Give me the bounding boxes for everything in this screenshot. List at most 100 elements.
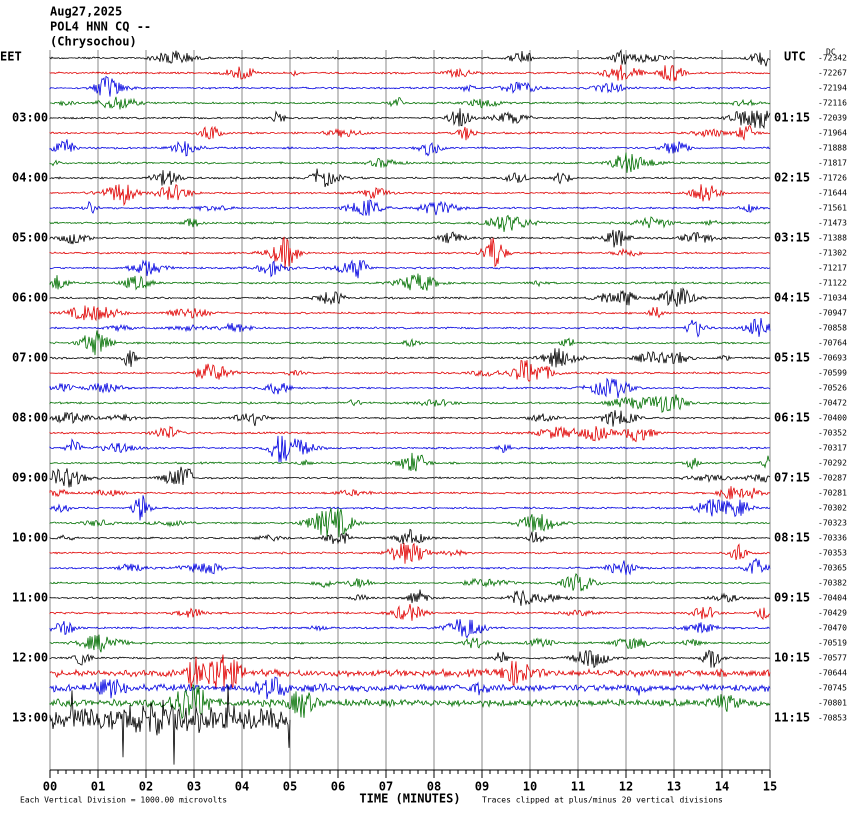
- trace: [49, 425, 771, 443]
- header-date: Aug27,2025: [50, 5, 122, 19]
- trace: [49, 654, 771, 690]
- trace: [49, 557, 771, 576]
- left-time-label: 13:00: [12, 711, 48, 725]
- x-tick-label: 07: [379, 780, 393, 794]
- x-axis-label: TIME (MINUTES): [359, 792, 460, 806]
- x-tick-label: 15: [763, 780, 777, 794]
- left-time-label: 09:00: [12, 471, 48, 485]
- x-tick-label: 09: [475, 780, 489, 794]
- left-time-label: 10:00: [12, 531, 48, 545]
- trace-offset: -70365: [818, 564, 847, 573]
- right-time-label: 06:15: [774, 411, 810, 425]
- trace: [49, 152, 771, 173]
- trace: [49, 542, 771, 564]
- left-time-label: 07:00: [12, 351, 48, 365]
- footer-left: Each Vertical Division = 1000.00 microvo…: [20, 796, 227, 805]
- trace-offset: -71217: [818, 264, 847, 273]
- left-time-label: 06:00: [12, 291, 48, 305]
- trace: [49, 48, 771, 67]
- trace-offset: -70693: [818, 354, 847, 363]
- trace-offset: -71388: [818, 234, 847, 243]
- trace-offset: -72116: [818, 99, 847, 108]
- x-tick-label: 05: [283, 780, 297, 794]
- trace: [49, 229, 771, 248]
- x-tick-label: 11: [571, 780, 585, 794]
- trace: [49, 305, 771, 322]
- trace-offset: -71561: [818, 204, 847, 213]
- trace: [49, 139, 771, 157]
- trace: [49, 589, 771, 606]
- trace-offset: -70429: [818, 609, 847, 618]
- trace: [49, 410, 771, 427]
- left-time-label: 05:00: [12, 231, 48, 245]
- trace: [50, 96, 771, 110]
- trace: [49, 273, 771, 291]
- trace-offset: -70745: [818, 684, 847, 693]
- trace: [49, 108, 771, 130]
- footer-right: Traces clipped at plus/minus 20 vertical…: [482, 796, 723, 805]
- trace-offset: -71726: [818, 174, 847, 183]
- trace-offset: -70352: [818, 429, 847, 438]
- x-tick-label: 12: [619, 780, 633, 794]
- x-tick-label: 01: [91, 780, 105, 794]
- left-time-label: 12:00: [12, 651, 48, 665]
- trace-offset: -71302: [818, 249, 847, 258]
- trace: [49, 359, 771, 382]
- trace-offset: -72194: [818, 84, 847, 93]
- x-tick-label: 06: [331, 780, 345, 794]
- x-tick-label: 04: [235, 780, 249, 794]
- x-tick-label: 10: [523, 780, 537, 794]
- trace-offset: -70302: [818, 504, 847, 513]
- left-time-label: 08:00: [12, 411, 48, 425]
- trace-offset: -72267: [818, 69, 847, 78]
- trace: [49, 685, 291, 765]
- x-tick-label: 13: [667, 780, 681, 794]
- trace-offset: -70801: [818, 699, 847, 708]
- header-station: POL4 HNN CQ --: [50, 20, 151, 34]
- right-time-label: 02:15: [774, 171, 810, 185]
- trace: [49, 64, 771, 82]
- trace-offset: -70526: [818, 384, 847, 393]
- right-time-label: 01:15: [774, 111, 810, 125]
- trace: [49, 287, 771, 307]
- trace-offset: -70323: [818, 519, 847, 528]
- trace-offset: -70353: [818, 549, 847, 558]
- dc-label: DC: [826, 48, 836, 57]
- trace: [49, 619, 771, 639]
- trace: [49, 168, 771, 188]
- trace: [49, 649, 771, 669]
- left-time-label: 04:00: [12, 171, 48, 185]
- trace: [49, 634, 771, 653]
- trace: [49, 184, 771, 207]
- trace-offset: -71644: [818, 189, 847, 198]
- trace-offset: -70336: [818, 534, 847, 543]
- x-tick-label: 14: [715, 780, 729, 794]
- trace-offset: -70382: [818, 579, 847, 588]
- trace-offset: -70287: [818, 474, 847, 483]
- trace-offset: -70281: [818, 489, 847, 498]
- right-time-label: 07:15: [774, 471, 810, 485]
- x-tick-label: 02: [139, 780, 153, 794]
- trace: [49, 394, 771, 413]
- trace-offset: -70764: [818, 339, 847, 348]
- header-location: (Chrysochou): [50, 35, 137, 49]
- right-time-label: 03:15: [774, 231, 810, 245]
- trace-offset: -70472: [818, 399, 847, 408]
- trace-offset: -70404: [818, 594, 847, 603]
- trace: [49, 236, 771, 268]
- trace: [49, 604, 771, 621]
- trace-offset: -72039: [818, 114, 847, 123]
- x-tick-label: 00: [43, 780, 57, 794]
- trace-offset: -70947: [818, 309, 847, 318]
- trace: [49, 125, 771, 141]
- trace-offset: -71122: [818, 279, 847, 288]
- right-time-label: 05:15: [774, 351, 810, 365]
- trace: [49, 528, 771, 545]
- trace-offset: -72342: [818, 54, 847, 63]
- trace: [49, 199, 771, 216]
- trace-offset: -70317: [818, 444, 847, 453]
- trace: [49, 214, 771, 232]
- trace: [49, 377, 771, 398]
- right-timezone: UTC: [784, 50, 806, 64]
